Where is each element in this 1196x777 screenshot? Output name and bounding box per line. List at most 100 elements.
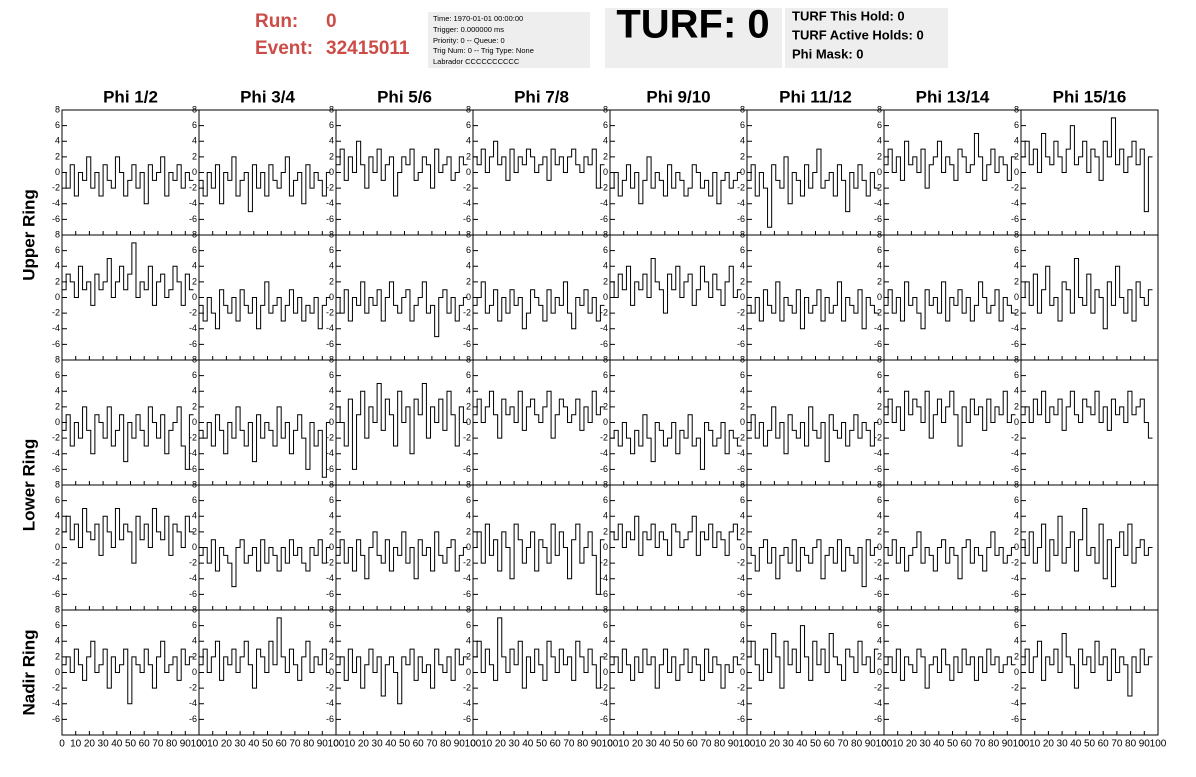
y-tick-label: -4 — [737, 448, 745, 458]
y-tick-label: 8 — [603, 479, 608, 489]
y-tick-label: -4 — [600, 573, 608, 583]
y-tick-label: 4 — [55, 636, 60, 646]
x-tick-label: 100 — [876, 739, 893, 750]
y-tick-label: -6 — [600, 214, 608, 224]
y-tick-label: -6 — [1011, 714, 1019, 724]
y-tick-label: 2 — [192, 276, 197, 286]
y-tick-label: -6 — [1011, 589, 1019, 599]
x-tick-label: 70 — [700, 739, 712, 750]
y-tick-label: 8 — [192, 479, 197, 489]
x-tick-label: 30 — [509, 739, 521, 750]
y-tick-label: -2 — [189, 558, 197, 568]
y-tick-label: 2 — [329, 401, 334, 411]
y-tick-label: 0 — [329, 542, 334, 552]
column-header: Phi 1/2 — [103, 87, 158, 106]
x-tick-label: 10 — [1029, 739, 1041, 750]
y-tick-label: -2 — [326, 183, 334, 193]
y-tick-label: -6 — [463, 214, 471, 224]
y-tick-label: 4 — [740, 636, 745, 646]
y-tick-label: 6 — [55, 245, 60, 255]
waveform — [199, 617, 331, 689]
y-tick-label: -6 — [463, 464, 471, 474]
y-tick-label: 4 — [603, 636, 608, 646]
x-tick-label: 40 — [248, 739, 260, 750]
y-tick-label: 0 — [192, 292, 197, 302]
x-tick-label: 50 — [1084, 739, 1096, 750]
y-tick-label: -6 — [52, 589, 60, 599]
y-tick-label: 4 — [877, 636, 882, 646]
turf-title: TURF: 0 — [616, 3, 769, 47]
y-tick-label: 8 — [603, 354, 608, 364]
y-tick-label: -2 — [1011, 308, 1019, 318]
column-header: Phi 13/14 — [916, 87, 990, 106]
y-tick-label: 8 — [466, 104, 471, 114]
x-tick-label: 100 — [1150, 739, 1167, 750]
column-header: Phi 5/6 — [377, 87, 432, 106]
y-tick-label: 8 — [466, 604, 471, 614]
info-line: Labrador CCCCCCCCCC — [433, 57, 520, 66]
x-tick-label: 90 — [317, 739, 329, 750]
x-tick-label: 80 — [851, 739, 863, 750]
x-tick-label: 60 — [550, 739, 562, 750]
y-tick-label: -2 — [189, 308, 197, 318]
y-tick-label: 6 — [1014, 495, 1019, 505]
y-tick-label: 6 — [55, 120, 60, 130]
waveform — [336, 382, 468, 470]
y-tick-label: 8 — [740, 479, 745, 489]
y-tick-label: 8 — [877, 479, 882, 489]
waveform — [1021, 632, 1153, 697]
y-tick-label: 4 — [329, 261, 334, 271]
waveform — [336, 140, 468, 197]
x-tick-label: 100 — [1013, 739, 1030, 750]
y-tick-label: 2 — [1014, 151, 1019, 161]
y-tick-label: 8 — [740, 104, 745, 114]
y-tick-label: 0 — [192, 542, 197, 552]
y-tick-label: 6 — [740, 620, 745, 630]
waveform — [473, 390, 605, 439]
x-tick-label: 10 — [755, 739, 767, 750]
y-tick-label: 0 — [1014, 667, 1019, 677]
y-tick-label: -4 — [1011, 448, 1019, 458]
y-tick-label: 4 — [877, 136, 882, 146]
y-tick-label: 0 — [1014, 542, 1019, 552]
y-tick-label: 4 — [1014, 511, 1019, 521]
y-tick-label: 8 — [192, 104, 197, 114]
x-tick-label: 40 — [933, 739, 945, 750]
y-tick-label: -4 — [1011, 698, 1019, 708]
turf-info: TURF This Hold: 0 — [792, 8, 905, 23]
y-tick-label: 0 — [1014, 417, 1019, 427]
y-tick-label: 8 — [192, 354, 197, 364]
y-tick-label: -2 — [52, 683, 60, 693]
y-tick-label: 4 — [1014, 636, 1019, 646]
x-tick-label: 70 — [289, 739, 301, 750]
y-tick-label: 6 — [603, 370, 608, 380]
y-tick-label: 6 — [329, 120, 334, 130]
x-tick-label: 90 — [180, 739, 192, 750]
y-tick-label: -4 — [52, 573, 60, 583]
y-tick-label: -4 — [1011, 573, 1019, 583]
y-tick-label: 2 — [466, 526, 471, 536]
y-tick-label: 6 — [740, 120, 745, 130]
y-tick-label: 8 — [740, 229, 745, 239]
x-tick-label: 50 — [399, 739, 411, 750]
y-tick-label: 0 — [466, 292, 471, 302]
x-tick-label: 30 — [646, 739, 658, 750]
y-tick-label: -6 — [1011, 464, 1019, 474]
x-tick-label: 20 — [632, 739, 644, 750]
y-tick-label: 8 — [466, 354, 471, 364]
panel-frame — [609, 484, 748, 611]
y-tick-label: 6 — [329, 620, 334, 630]
x-tick-label: 80 — [303, 739, 315, 750]
waveform — [747, 625, 879, 689]
y-tick-label: -4 — [463, 573, 471, 583]
y-tick-label: -2 — [600, 683, 608, 693]
y-tick-label: 2 — [1014, 401, 1019, 411]
turf-info-box — [785, 8, 948, 68]
y-tick-label: -2 — [737, 433, 745, 443]
x-tick-label: 70 — [563, 739, 575, 750]
x-tick-label: 40 — [522, 739, 534, 750]
y-tick-label: 4 — [329, 386, 334, 396]
y-tick-label: 0 — [329, 167, 334, 177]
x-tick-label: 50 — [673, 739, 685, 750]
x-tick-label: 40 — [659, 739, 671, 750]
